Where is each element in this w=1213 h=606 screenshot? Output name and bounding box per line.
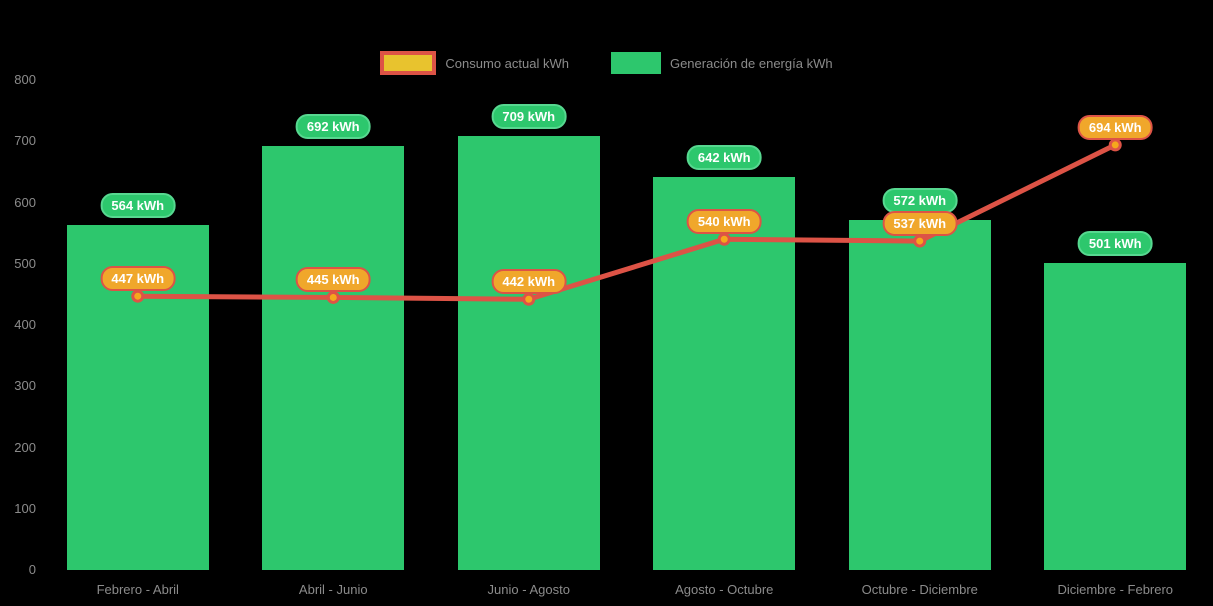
bar-value-label: 572 kWh	[882, 187, 958, 213]
bar-value-label: 501 kWh	[1077, 231, 1153, 257]
y-tick-label: 100	[14, 500, 36, 516]
y-tick-label: 0	[28, 562, 36, 577]
bar[interactable]	[848, 219, 991, 570]
line-point-marker[interactable]	[522, 292, 536, 306]
x-axis-label: Diciembre - Febrero	[1057, 582, 1174, 597]
bar-value-label: 709 kWh	[491, 103, 567, 129]
x-axis-label: Agosto - Octubre	[675, 582, 774, 597]
y-tick-label: 500	[14, 255, 36, 271]
line-value-label: 540 kWh	[686, 209, 762, 235]
bar[interactable]	[1044, 263, 1187, 570]
line-point-marker[interactable]	[1108, 138, 1122, 152]
legend-item-consumption[interactable]: Consumo actual kWh	[380, 51, 569, 75]
x-axis-label: Octubre - Diciembre	[861, 582, 978, 597]
line-point-marker[interactable]	[131, 289, 145, 303]
line-value-label: 694 kWh	[1077, 114, 1153, 140]
legend-item-label: Consumo actual kWh	[445, 55, 569, 71]
y-tick-label: 600	[14, 194, 36, 210]
bar[interactable]	[457, 135, 600, 570]
consumption-swatch-icon	[380, 51, 437, 75]
line-value-label: 445 kWh	[295, 267, 371, 293]
line-point-marker[interactable]	[717, 232, 731, 246]
line-point-marker[interactable]	[326, 290, 340, 304]
line-point-marker[interactable]	[913, 234, 927, 248]
line-value-label: 447 kWh	[100, 266, 176, 292]
bar-value-label: 692 kWh	[295, 114, 371, 140]
line-value-label: 537 kWh	[882, 211, 958, 237]
x-axis-label: Febrero - Abril	[96, 582, 179, 597]
y-tick-label: 300	[14, 378, 36, 394]
x-axis-label: Abril - Junio	[298, 582, 368, 597]
line-value-label: 442 kWh	[491, 269, 567, 295]
chart-legend: Consumo actual kWh Generación de energía …	[0, 50, 1213, 76]
y-tick-label: 400	[14, 317, 36, 332]
y-tick-label: 700	[14, 133, 36, 149]
legend-item-label: Generación de energía kWh	[669, 55, 833, 71]
bar-value-label: 564 kWh	[100, 192, 176, 218]
y-tick-label: 200	[14, 439, 36, 455]
legend-item-generation[interactable]: Generación de energía kWh	[610, 52, 833, 74]
x-axis-label: Junio - Agosto	[487, 582, 570, 597]
generation-swatch-icon	[610, 52, 661, 74]
bar-value-label: 642 kWh	[686, 144, 762, 170]
y-tick-label: 800	[14, 72, 36, 87]
bar[interactable]	[262, 146, 405, 570]
